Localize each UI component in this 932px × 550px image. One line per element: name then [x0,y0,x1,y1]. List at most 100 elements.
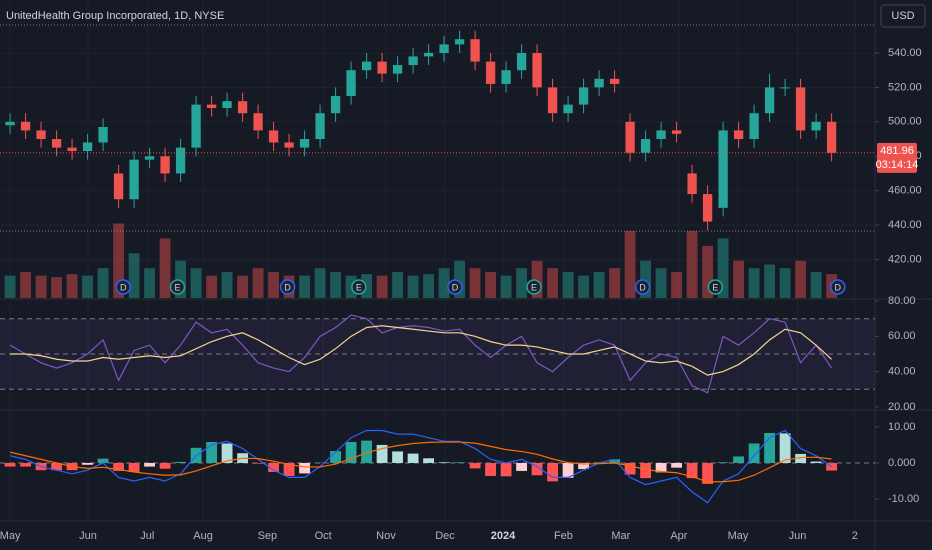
volume-bar [190,268,202,298]
candle-body [811,121,821,131]
volume-bar [748,268,760,298]
x-tick-label: Mar [611,530,630,542]
y-tick-label: 20.00 [888,401,916,413]
volume-bar [764,264,776,298]
volume-bar [221,271,233,298]
volume-bar [438,268,450,298]
candle-body [656,130,666,140]
currency-button[interactable] [880,4,926,28]
macd-histogram-bar [748,443,760,463]
event-marker [526,279,542,295]
y-tick-label: 80.00 [888,295,916,307]
currency[interactable]: USD [891,10,914,22]
volume-bar [423,274,435,298]
candle-body [423,52,434,57]
last-price: 481.96 [880,145,914,157]
macd-histogram-bar [454,462,466,463]
candle-body [361,61,372,71]
volume-bar [237,275,249,298]
volume-bar [345,275,357,298]
countdown: 03:14:14 [876,159,919,171]
candle-body [20,121,31,131]
candle-body [237,101,248,114]
candle-body [82,142,93,152]
volume-bar [159,238,171,298]
candle-body [563,104,573,114]
candle-body [113,173,124,200]
macd-histogram-bar [547,462,559,482]
y-tick-label: 0.000 [888,457,916,469]
candle-body [439,44,449,53]
macd-histogram-bar [175,461,187,463]
x-tick-label: May [728,530,749,542]
macd-histogram-bar [423,458,435,463]
y-tick-label: 420.00 [888,253,922,265]
volume-bar [66,274,78,298]
event-marker [707,279,724,295]
x-tick-label: Feb [554,530,573,542]
candle-body [671,130,682,134]
candle-body [516,52,527,71]
macd-histogram-bar [764,433,776,463]
event-label: E [174,282,180,292]
volume-bar [330,271,342,298]
candle-body [129,159,139,200]
macd-line [9,441,832,483]
macd-histogram-bar [407,453,419,463]
macd-histogram-bar [733,456,745,463]
plot: May Jun Jul Aug Sep Oct Nov Dec 2024 Feb Mar Apr May… [0,0,922,542]
volume-bar [314,268,326,298]
volume-bar [516,268,528,298]
volume-bar [35,275,47,298]
candle-body [284,142,294,148]
volume-bar [640,260,652,298]
volume-bar [299,275,311,298]
event-label: D [284,282,291,292]
candle-body [609,78,620,84]
macd-histogram-bar [810,461,822,463]
volume-bar [206,275,218,298]
candle-body [501,70,511,84]
event-label: D [835,282,842,292]
y-tick-label: 440.00 [888,219,922,231]
rsi-line [9,314,833,394]
candle-body [454,39,465,45]
macd-histogram-bar [20,462,32,467]
volume-bar [361,274,373,298]
volume-bar [469,268,481,298]
event-marker [351,279,367,295]
macd-histogram-bar [113,462,125,471]
candle-body [625,121,635,153]
candle-body [547,87,558,114]
candle-body [51,139,62,148]
volume-bar [454,260,466,298]
candle-body [795,87,806,131]
macd-histogram-bar [283,462,295,476]
event-marker [634,279,651,295]
macd-histogram-bar [4,462,16,467]
x-tick-label: Aug [193,530,213,542]
volume-bar [128,253,140,298]
volume-bar [547,268,559,298]
candle-body [578,87,589,105]
event-label: E [712,282,718,292]
macd-histogram-bar [268,462,280,472]
macd-histogram-bar [376,444,388,463]
candle-body [330,96,341,114]
macd-histogram-bar [330,451,342,463]
x-tick-label: Jul [140,530,154,542]
macd-histogram-bar [671,462,683,468]
candle-body [532,52,542,88]
volume-bar [252,268,264,298]
candle-body [144,156,155,160]
y-tick-label: 540.00 [888,47,922,59]
candle-body [222,101,232,109]
macd-histogram-bar [795,453,807,463]
x-tick-label: 2 [852,530,858,542]
y-tick-label: 40.00 [888,366,916,378]
macd-histogram-bar [717,462,729,463]
macd-histogram-bar [144,462,156,467]
volume-bar [376,275,388,298]
macd-histogram-bar [469,462,481,469]
